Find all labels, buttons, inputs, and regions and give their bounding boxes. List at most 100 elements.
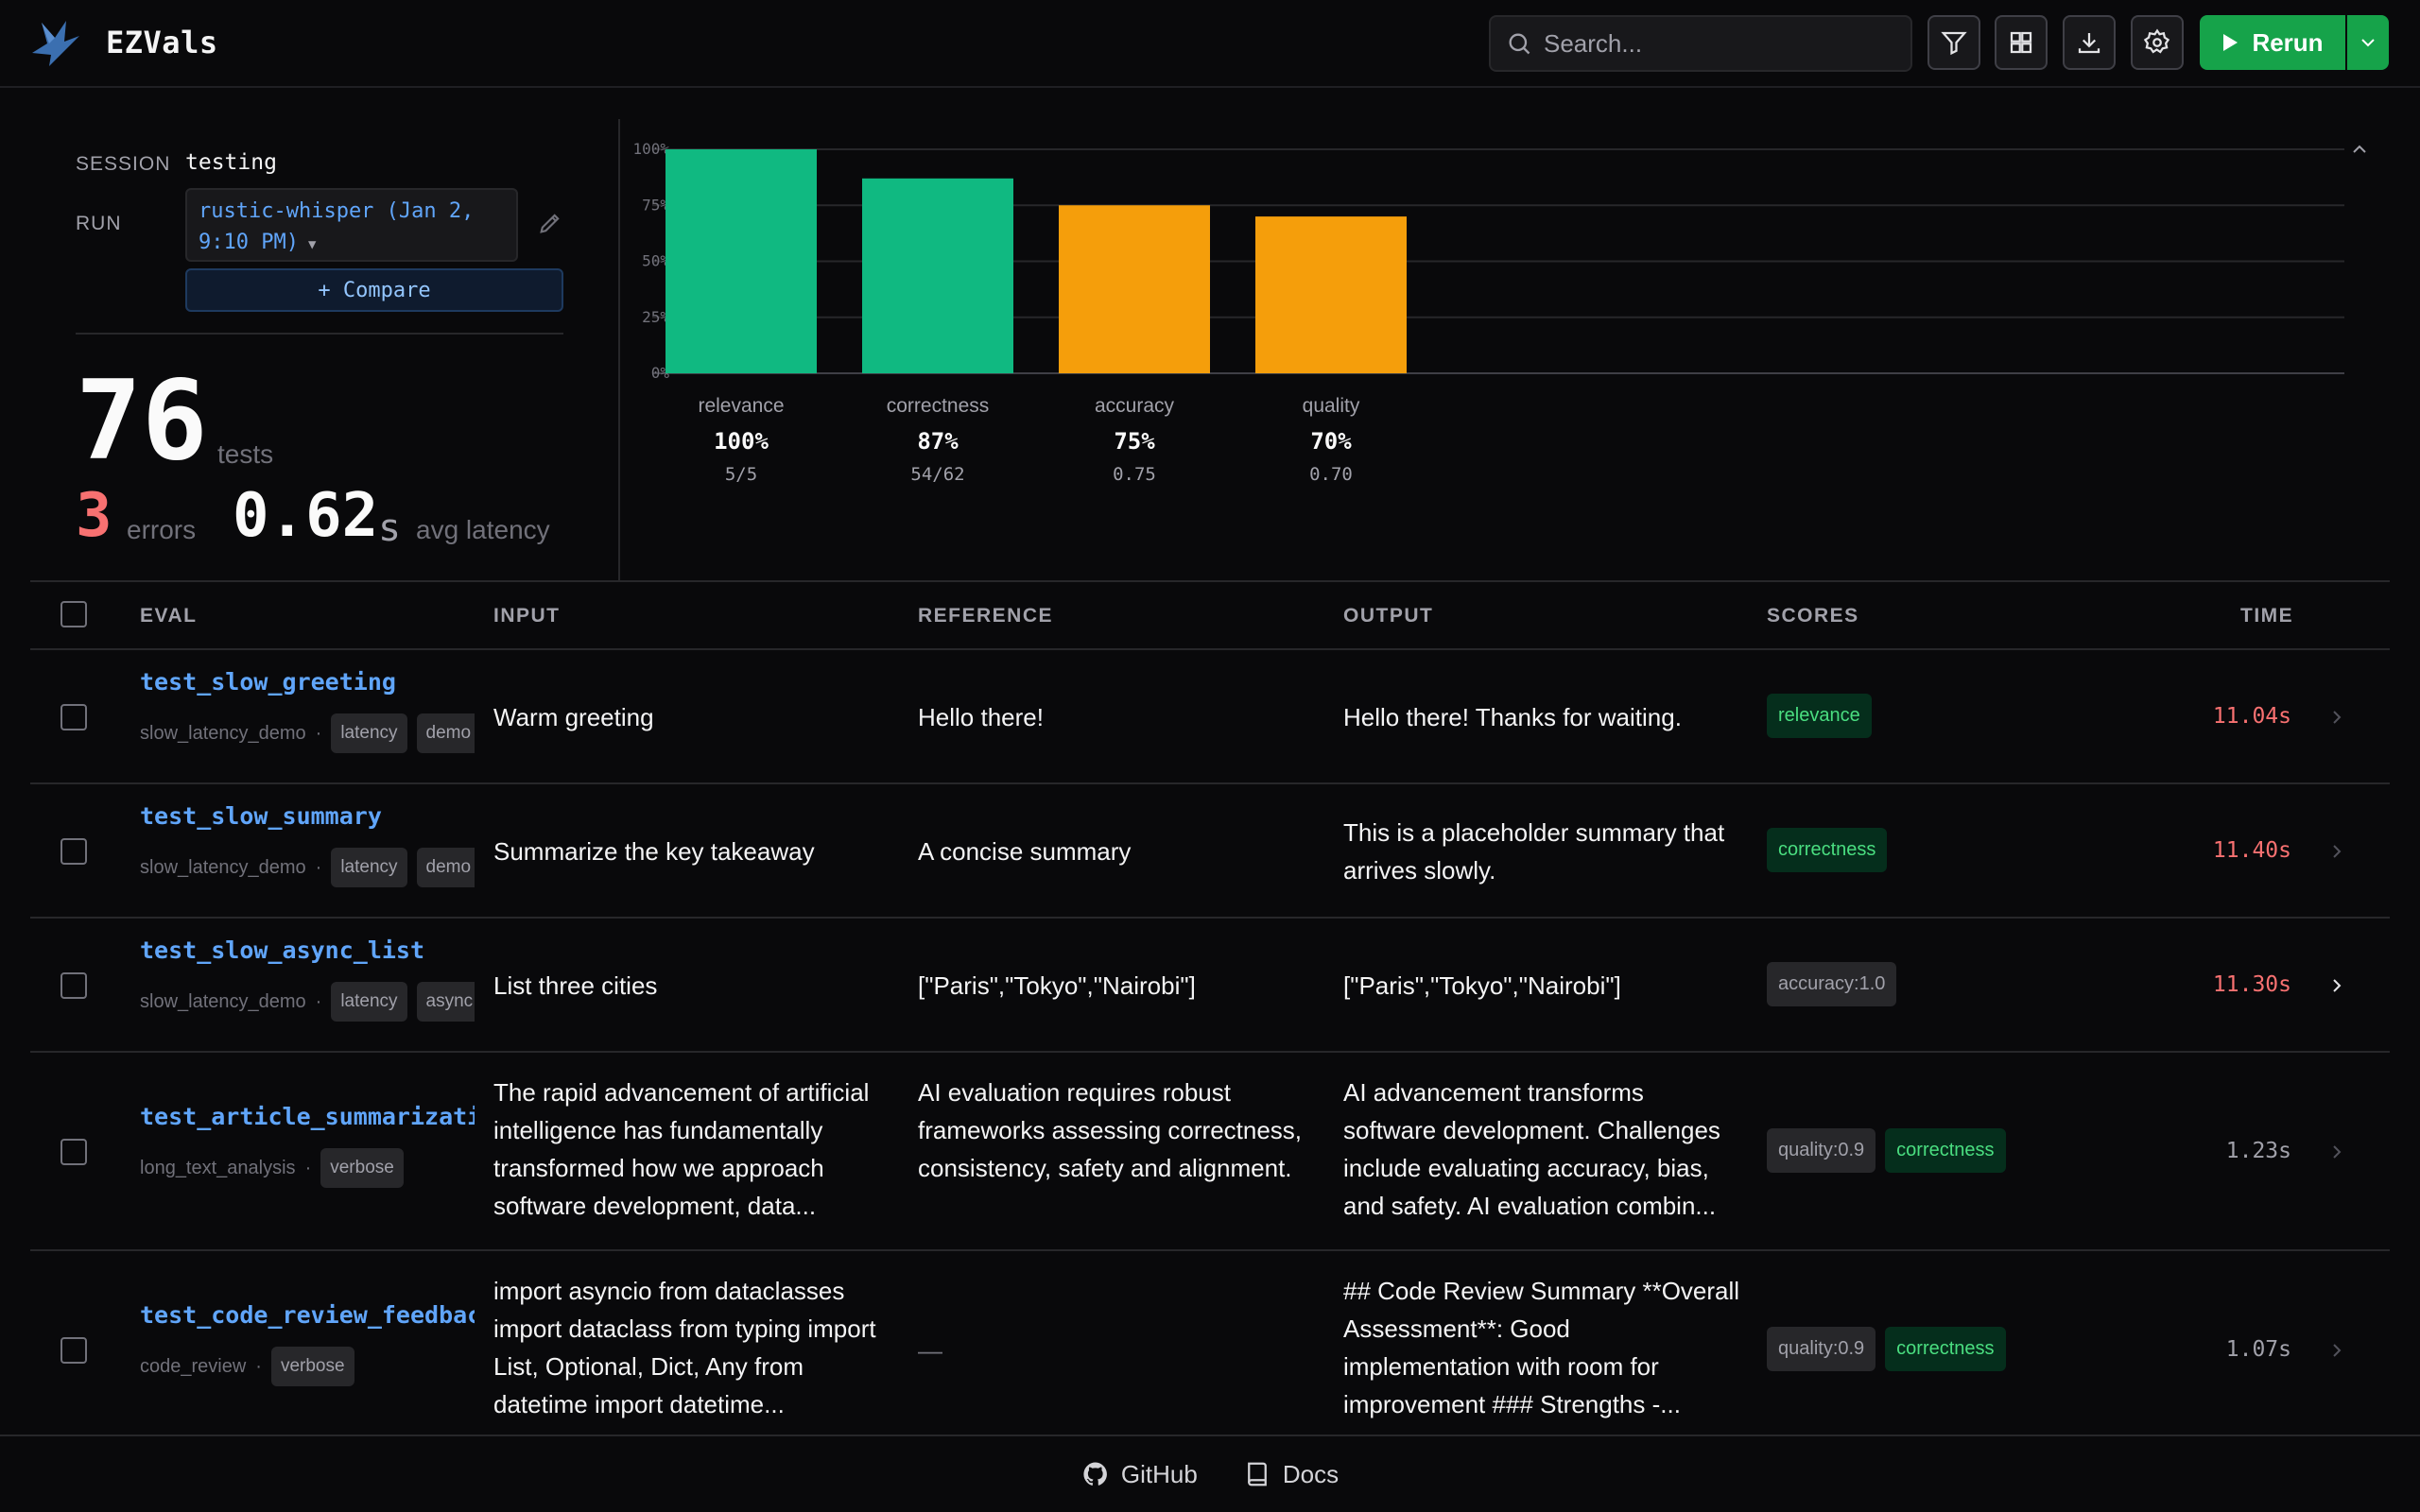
dataset-label: code_review xyxy=(140,1355,247,1377)
eval-meta: code_review · verbose xyxy=(140,1347,475,1386)
rerun-button[interactable]: Rerun xyxy=(2200,15,2345,70)
row-checkbox[interactable] xyxy=(60,1337,87,1364)
table-row[interactable]: test_code_review_feedback code_review · v… xyxy=(30,1251,2390,1450)
row-checkbox[interactable] xyxy=(60,972,87,999)
chevron-up-icon[interactable] xyxy=(2348,140,2371,157)
row-checkbox[interactable] xyxy=(60,704,87,730)
bird-logo-icon[interactable] xyxy=(28,15,83,70)
separator-dot: · xyxy=(315,722,322,744)
session-label: SESSION xyxy=(76,153,171,175)
app-title: EZVals xyxy=(106,25,218,60)
tests-label: tests xyxy=(217,439,274,469)
github-link[interactable]: GitHub xyxy=(1081,1460,1198,1489)
eval-name-link[interactable]: test_code_review_feedback xyxy=(140,1301,475,1329)
chevron-right-icon[interactable] xyxy=(2329,708,2344,727)
score-badge[interactable]: quality:0.9 xyxy=(1767,1327,1876,1371)
settings-button[interactable] xyxy=(2131,15,2184,70)
book-icon xyxy=(1247,1462,1267,1486)
score-badge[interactable]: correctness xyxy=(1885,1327,2006,1371)
tag-badge: latency xyxy=(331,713,407,753)
table-row[interactable]: test_slow_greeting slow_latency_demo · la… xyxy=(30,650,2390,784)
latency-unit: s xyxy=(378,507,402,550)
search-input[interactable] xyxy=(1544,28,1903,59)
column-output[interactable]: OUTPUT xyxy=(1343,605,1434,627)
column-input[interactable]: INPUT xyxy=(493,605,561,627)
select-all-checkbox[interactable] xyxy=(60,601,87,627)
score-badge[interactable]: relevance xyxy=(1767,694,1872,738)
reference-cell: A concise summary xyxy=(918,837,1132,866)
eval-name-link[interactable]: test_slow_async_list xyxy=(140,936,425,964)
input-cell: Warm greeting xyxy=(493,703,654,731)
summary-divider xyxy=(76,333,563,335)
run-selector[interactable]: rustic-whisper (Jan 2, 9:10 PM) ▼ xyxy=(185,188,518,262)
bar-accuracy[interactable] xyxy=(1059,205,1210,373)
docs-link[interactable]: Docs xyxy=(1243,1460,1339,1489)
layout-button[interactable] xyxy=(1995,15,2048,70)
column-scores[interactable]: SCORES xyxy=(1767,605,1859,627)
bar-relevance[interactable] xyxy=(666,149,817,373)
scores-cell: relevance xyxy=(1767,694,1872,738)
score-badge[interactable]: accuracy:1.0 xyxy=(1767,962,1897,1006)
percent-label: 70% xyxy=(1310,428,1352,455)
github-label: GitHub xyxy=(1120,1459,1198,1488)
eval-name-link[interactable]: test_article_summarization xyxy=(140,1103,475,1130)
dataset-label: slow_latency_demo xyxy=(140,722,306,744)
table-row[interactable]: test_slow_async_list slow_latency_demo ·… xyxy=(30,919,2390,1053)
chevron-right-icon[interactable] xyxy=(2329,1143,2344,1161)
input-cell: The rapid advancement of artificial inte… xyxy=(493,1078,870,1220)
output-cell: This is a placeholder summary that arriv… xyxy=(1343,818,1725,885)
input-cell: import asyncio from dataclasses import d… xyxy=(493,1277,876,1418)
y-tick-label: 50% xyxy=(642,252,669,270)
run-label: RUN xyxy=(76,213,122,234)
rerun-options-button[interactable] xyxy=(2347,15,2389,70)
percent-label: 75% xyxy=(1114,428,1155,455)
eval-meta: slow_latency_demo · latency demo xyxy=(140,848,475,887)
score-badge[interactable]: quality:0.9 xyxy=(1767,1128,1876,1173)
reference-cell: ["Paris","Tokyo","Nairobi"] xyxy=(918,971,1196,1000)
compare-button[interactable]: + Compare xyxy=(185,268,563,312)
time-value: 1.23s xyxy=(2225,1139,2291,1163)
eval-name-link[interactable]: test_slow_summary xyxy=(140,802,382,830)
chevron-right-icon[interactable] xyxy=(2329,976,2344,995)
separator-dot: · xyxy=(315,856,322,878)
eval-meta: slow_latency_demo · latency demo xyxy=(140,713,475,753)
table-row[interactable]: test_slow_summary slow_latency_demo · lat… xyxy=(30,784,2390,919)
rerun-label: Rerun xyxy=(2252,27,2324,57)
dataset-label: long_text_analysis xyxy=(140,1157,296,1178)
row-checkbox[interactable] xyxy=(60,1139,87,1165)
download-button[interactable] xyxy=(2063,15,2116,70)
category-label: correctness xyxy=(887,395,990,417)
column-time[interactable]: TIME xyxy=(2240,605,2294,627)
category-label: accuracy xyxy=(1095,395,1175,417)
search-box[interactable] xyxy=(1489,15,1912,72)
count-label: 5/5 xyxy=(725,464,757,485)
chevron-right-icon[interactable] xyxy=(2329,1341,2344,1360)
time-value: 11.04s xyxy=(2212,704,2291,729)
column-reference[interactable]: REFERENCE xyxy=(918,605,1054,627)
tag-badge: demo xyxy=(416,848,475,887)
eval-name-link[interactable]: test_slow_greeting xyxy=(140,668,396,696)
row-checkbox[interactable] xyxy=(60,838,87,865)
count-label: 0.70 xyxy=(1309,464,1353,485)
scores-cell: correctness xyxy=(1767,828,1888,872)
grid-icon xyxy=(2010,31,2032,54)
footer: GitHub Docs xyxy=(0,1435,2420,1512)
caret-down-icon: ▼ xyxy=(307,237,317,252)
pencil-icon[interactable] xyxy=(537,210,563,236)
column-eval[interactable]: EVAL xyxy=(140,605,198,627)
table-row[interactable]: test_article_summarization long_text_ana… xyxy=(30,1053,2390,1251)
score-badge[interactable]: correctness xyxy=(1767,828,1888,872)
play-icon xyxy=(2223,34,2238,51)
score-badge[interactable]: correctness xyxy=(1885,1128,2006,1173)
chevron-right-icon[interactable] xyxy=(2329,842,2344,861)
category-label: quality xyxy=(1303,395,1360,417)
tag-badge: async xyxy=(416,982,475,1022)
scores-cell: quality:0.9 correctness xyxy=(1767,1327,2006,1371)
bar-quality[interactable] xyxy=(1255,216,1407,373)
table-body: test_slow_greeting slow_latency_demo · la… xyxy=(30,650,2390,1450)
scores-cell: accuracy:1.0 xyxy=(1767,962,1897,1006)
bar-correctness[interactable] xyxy=(862,178,1013,373)
filter-button[interactable] xyxy=(1927,15,1980,70)
y-tick-label: 25% xyxy=(642,308,669,326)
docs-label: Docs xyxy=(1282,1459,1340,1488)
